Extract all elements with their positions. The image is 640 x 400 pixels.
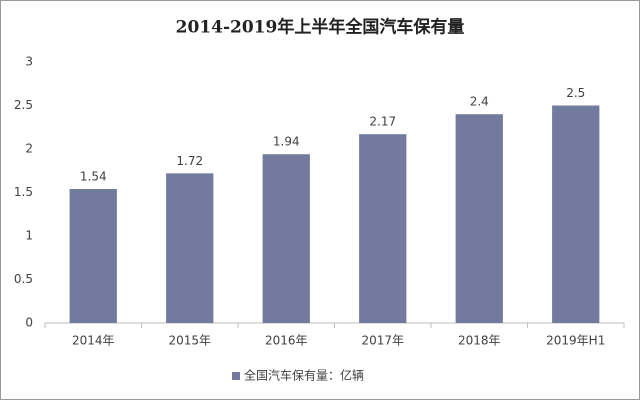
bar <box>359 134 407 323</box>
bar <box>552 105 600 323</box>
data-label: 2.17 <box>369 115 396 129</box>
data-label: 1.94 <box>273 135 300 149</box>
y-tick-label: 2 <box>25 142 33 156</box>
x-tick-label: 2017年 <box>361 334 404 348</box>
x-tick-label: 2018年 <box>458 334 501 348</box>
bar <box>166 173 214 323</box>
x-tick-label: 2019年H1 <box>546 334 605 348</box>
x-tick-label: 2014年 <box>72 334 115 348</box>
y-tick-label: 2.5 <box>14 98 33 112</box>
y-tick-label: 0.5 <box>14 272 33 286</box>
data-label: 1.72 <box>176 154 203 168</box>
x-tick-label: 2015年 <box>168 334 211 348</box>
data-label: 1.54 <box>80 170 107 184</box>
bar <box>69 189 117 323</box>
y-tick-label: 3 <box>25 55 33 69</box>
legend-swatch <box>232 372 240 380</box>
x-tick-label: 2016年 <box>265 334 308 348</box>
bar <box>455 114 503 323</box>
y-tick-label: 0 <box>25 316 33 330</box>
legend-label: 全国汽车保有量：亿辆 <box>244 368 364 383</box>
y-tick-label: 1 <box>25 229 33 243</box>
chart-title: 2014-2019年上半年全国汽车保有量 <box>176 17 465 38</box>
y-tick-label: 1.5 <box>14 185 33 199</box>
data-label: 2.4 <box>470 95 489 109</box>
data-label: 2.5 <box>566 86 585 100</box>
bar <box>262 154 310 323</box>
